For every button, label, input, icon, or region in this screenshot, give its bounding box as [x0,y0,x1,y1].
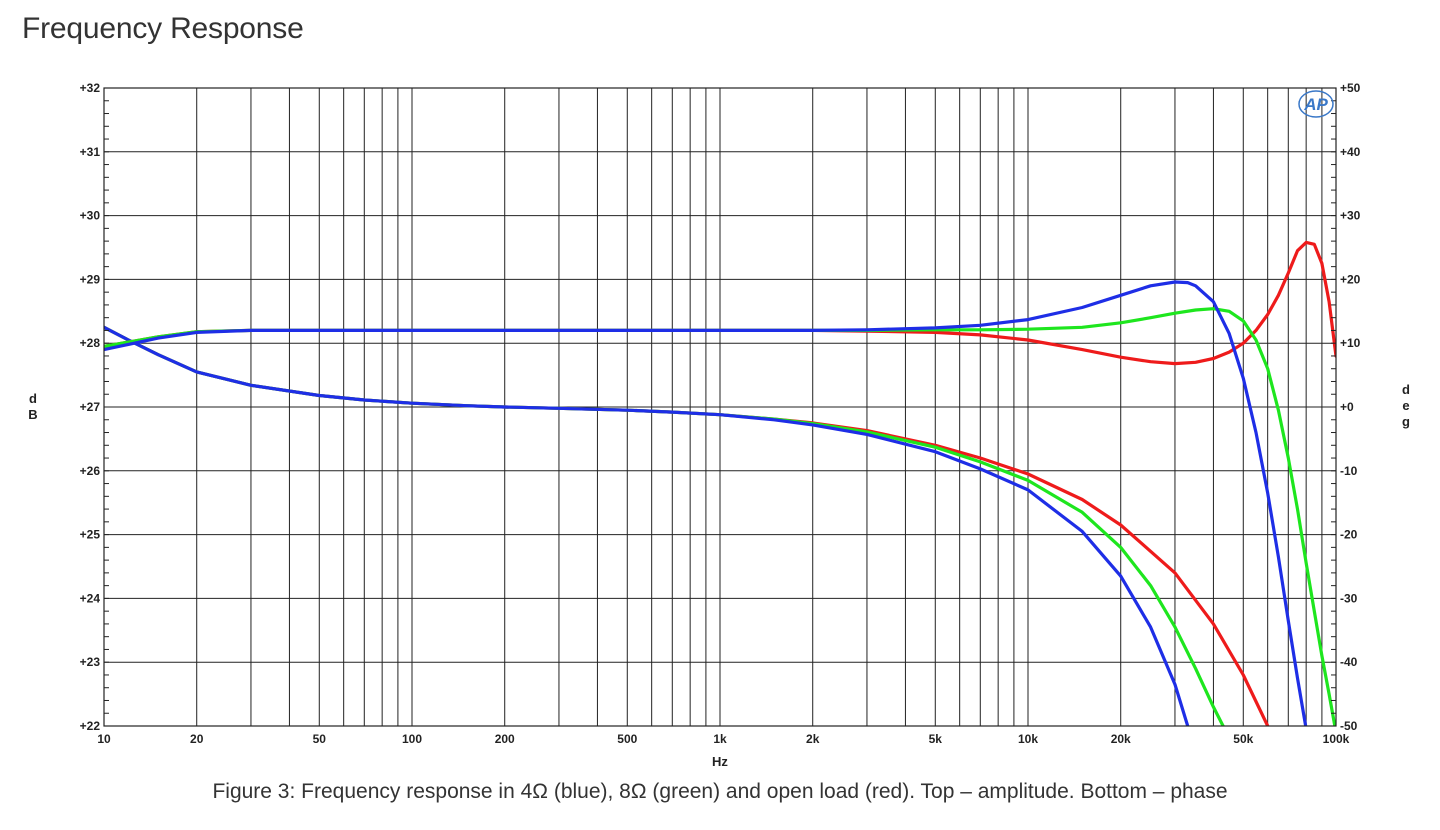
series-layer [104,240,1336,726]
y-tick-label-left: +22 [80,719,101,733]
y-tick-label-left: +29 [80,272,101,286]
y-tick-label-right: -10 [1340,464,1358,478]
x-tick-label: 500 [617,732,637,746]
series-line-phase-open [104,325,1270,726]
y-tick-label-right: +40 [1340,145,1361,159]
series-line-phase-4-ohm [104,325,1190,726]
y-tick-label-left: +28 [80,336,101,350]
tick-layer: +22 +23 +24 +25 +26 +27 +28 +29 +30 +31 +32 -50 -40 -… [80,81,1361,746]
y-tick-label-right: +30 [1340,209,1361,223]
x-tick-label: 20 [190,732,204,746]
y-tick-label-left: +25 [80,528,101,542]
x-axis-label: Hz [712,754,728,769]
y-tick-label-right: -20 [1340,528,1358,542]
x-tick-label: 50k [1233,732,1253,746]
frequency-response-chart: +22 +23 +24 +25 +26 +27 +28 +29 +30 +31 +32 -50 -40 -… [28,81,1410,769]
y-tick-label-left: +26 [80,464,101,478]
x-tick-label: 20k [1111,732,1131,746]
y-tick-label-left: +31 [80,145,101,159]
ap-logo-text: AP [1303,95,1328,114]
figure-caption: Figure 3: Frequency response in 4Ω (blue… [212,780,1228,803]
ap-logo: AP [1298,90,1334,118]
y-tick-label-right: -50 [1340,719,1358,733]
y-tick-label-left: +32 [80,81,101,95]
y-tick-label-left: +30 [80,209,101,223]
x-tick-label: 1k [713,732,727,746]
x-tick-label: 100 [402,732,422,746]
series-line-amplitude-4-ohm [104,280,1308,726]
y-tick-label-left: +23 [80,655,101,669]
y-tick-label-right: +50 [1340,81,1361,95]
y-tick-label-right: -40 [1340,655,1358,669]
page-title: Frequency Response [22,12,304,45]
x-tick-label: 10k [1018,732,1038,746]
x-tick-label: 100k [1323,732,1350,746]
x-tick-label: 10 [97,732,111,746]
y-tick-label-right: +0 [1340,400,1354,414]
x-tick-label: 200 [495,732,515,746]
y-tick-label-left: +24 [80,591,101,605]
x-tick-label: 50 [313,732,327,746]
y-tick-label-right: -30 [1340,591,1358,605]
y-tick-label-right: +20 [1340,272,1361,286]
y-tick-label-left: +27 [80,400,101,414]
y-tick-label-right: +10 [1340,336,1361,350]
x-tick-label: 2k [806,732,820,746]
x-tick-label: 5k [929,732,943,746]
